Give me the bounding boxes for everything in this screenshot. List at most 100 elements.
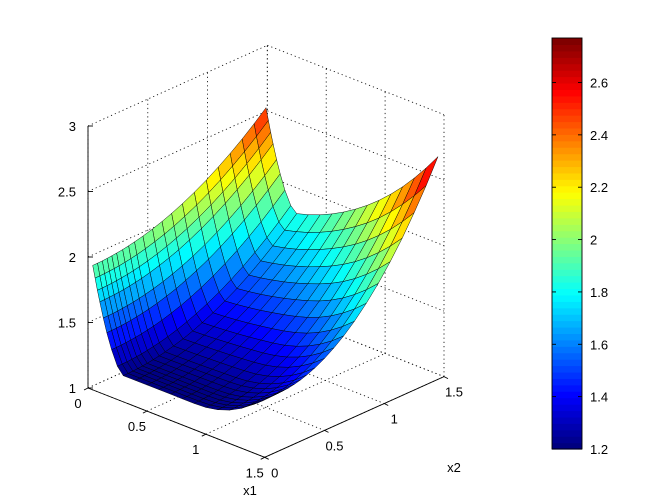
colorbar-tick-label: 2.4: [590, 128, 608, 143]
x-tick: [142, 410, 148, 414]
colorbar-swatch: [552, 38, 582, 46]
colorbar-swatch: [552, 423, 582, 431]
colorbar-swatch: [552, 249, 582, 257]
gridline: [267, 44, 445, 115]
colorbar-swatch: [552, 307, 582, 315]
colorbar-swatch: [552, 326, 582, 334]
colorbar-swatch: [552, 378, 582, 386]
colorbar-swatch: [552, 346, 582, 354]
colorbar-swatch: [552, 185, 582, 193]
colorbar-tick-label: 1.4: [590, 390, 608, 405]
y-tick-label: 0: [271, 465, 278, 480]
y-axis-label: x2: [447, 460, 461, 475]
surface-facet: [252, 396, 270, 405]
x-tick-label: 1.5: [246, 465, 264, 480]
colorbar-swatch: [552, 44, 582, 52]
gridline: [87, 110, 268, 192]
colorbar-frame: [551, 37, 583, 450]
colorbar-swatch: [552, 134, 582, 142]
colorbar-swatch: [552, 384, 582, 392]
colorbar-swatch: [552, 436, 582, 444]
x-tick: [83, 387, 89, 391]
x-tick: [201, 433, 207, 437]
colorbar-swatch: [552, 204, 582, 212]
colorbar-swatch: [552, 237, 582, 245]
x-tick-label: 0: [74, 396, 81, 411]
colorbar-tick-label: 1.2: [590, 442, 608, 457]
colorbar-swatch: [552, 442, 582, 450]
y-axis: [264, 376, 445, 458]
z-tick-label: 3: [69, 119, 76, 134]
colorbar-swatch: [552, 416, 582, 424]
colorbar-swatch: [552, 57, 582, 65]
colorbar-swatch: [552, 50, 582, 58]
colorbar-swatch: [552, 333, 582, 341]
z-tick-label: 1: [69, 381, 76, 396]
colorbar-swatch: [552, 95, 582, 103]
colorbar-swatch: [552, 262, 582, 270]
tick-labels: 0 0.5 1 1.5 0 0.5 1 1.5 1 1.5 2 2.5 3: [58, 119, 463, 480]
x-tick: [260, 456, 265, 460]
y-tick: [443, 376, 449, 380]
colorbar-swatch: [552, 359, 582, 367]
colorbar-swatch: [552, 404, 582, 412]
colorbar-tick-label: 2.6: [590, 76, 608, 91]
colorbar-tick-label: 1.8: [590, 285, 608, 300]
colorbar-tick-label: 1.6: [590, 337, 608, 352]
colorbar-swatch: [552, 179, 582, 187]
colorbar-swatch: [552, 76, 582, 84]
colorbar-swatch: [552, 320, 582, 328]
colorbar-swatch: [552, 365, 582, 373]
colorbar-swatch: [552, 314, 582, 322]
colorbar-swatch: [552, 410, 582, 418]
y-tick: [383, 403, 389, 406]
gridline: [267, 110, 445, 181]
colorbar-swatch: [552, 147, 582, 155]
colorbar-swatch: [552, 391, 582, 399]
z-tick-label: 2.5: [58, 185, 76, 200]
colorbar-swatch: [552, 352, 582, 360]
colorbar-swatch: [552, 192, 582, 200]
colorbar-swatch: [552, 339, 582, 347]
colorbar-swatch: [552, 115, 582, 123]
colorbar-swatch: [552, 89, 582, 97]
x-tick-label: 0.5: [128, 419, 146, 434]
x-axis-label: x1: [243, 483, 257, 498]
colorbar-tick-label: 2: [590, 233, 597, 248]
colorbar-swatch: [552, 294, 582, 302]
colorbar-swatch: [552, 82, 582, 90]
axis-layer: [83, 125, 449, 460]
colorbar-swatch: [552, 127, 582, 135]
colorbar-swatch: [552, 243, 582, 251]
colorbar-swatch: [552, 371, 582, 379]
colorbar-swatch: [552, 256, 582, 264]
colorbar-swatch: [552, 140, 582, 148]
colorbar-swatch: [552, 70, 582, 78]
y-tick: [324, 429, 329, 433]
y-tick-label: 1.5: [445, 385, 463, 400]
colorbar-swatch: [552, 172, 582, 180]
colorbar-swatch: [552, 269, 582, 277]
y-tick-label: 1: [391, 412, 398, 427]
colorbar-swatch: [552, 153, 582, 161]
colorbar-swatch: [552, 160, 582, 168]
colorbar-swatch: [552, 102, 582, 110]
colorbar-swatch: [552, 211, 582, 219]
gridline: [87, 44, 268, 127]
surface-plot: [92, 107, 439, 411]
colorbar-swatch: [552, 108, 582, 116]
colorbar-swatch: [552, 63, 582, 71]
colorbar-swatch: [552, 301, 582, 309]
gridline: [205, 353, 386, 435]
colorbar-swatch: [552, 288, 582, 296]
colorbar-swatch: [552, 224, 582, 232]
x-axis: [87, 387, 265, 458]
colorbar-tick-label: 2.2: [590, 180, 608, 195]
colorbar-swatch: [552, 275, 582, 283]
x-tick-label: 1: [192, 442, 199, 457]
y-tick-label: 0.5: [325, 438, 343, 453]
colorbar-swatch: [552, 282, 582, 290]
colorbar-swatch: [552, 429, 582, 437]
colorbar-swatch: [552, 166, 582, 174]
colorbar-swatch: [552, 121, 582, 129]
